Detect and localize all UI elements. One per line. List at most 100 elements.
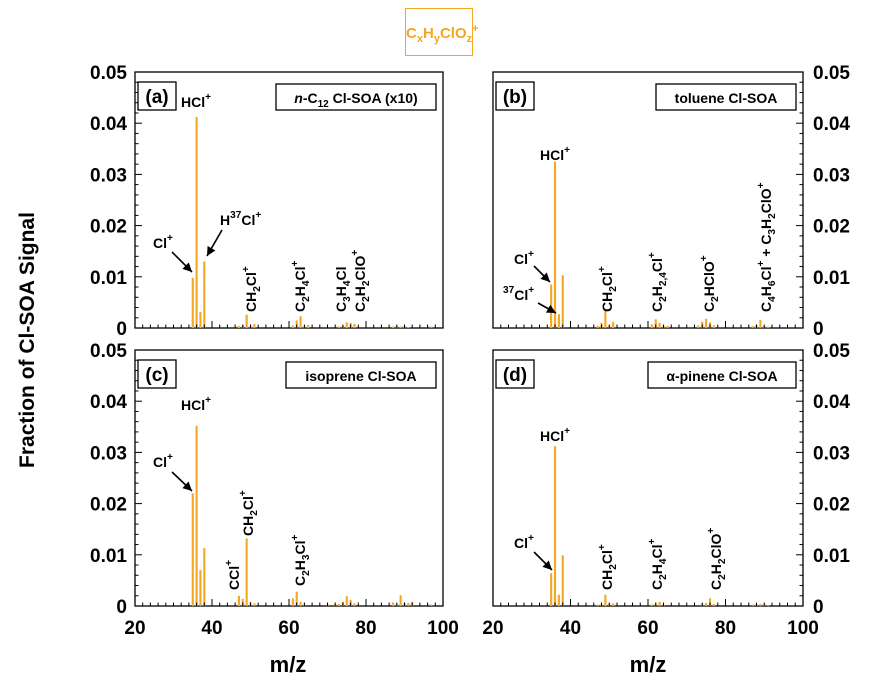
bar — [650, 604, 653, 606]
bar — [337, 603, 341, 606]
bar — [612, 321, 615, 328]
panel-letter: (b) — [503, 87, 527, 108]
peak-label: C2H4Cl+ — [647, 539, 669, 590]
arrow-head — [540, 272, 550, 282]
bar — [666, 325, 669, 328]
x-tick-label: 40 — [560, 618, 581, 639]
x-tick-label: 100 — [787, 618, 819, 639]
panel-letter-box — [495, 359, 535, 389]
bar — [553, 161, 557, 328]
bar — [203, 261, 206, 328]
peak-label: Cl+ — [514, 249, 534, 267]
bar — [759, 319, 762, 328]
bar — [705, 318, 708, 328]
bar — [557, 594, 560, 606]
y-axis-label: Fraction of Cl-SOA Signal — [16, 212, 39, 468]
bar — [407, 602, 410, 606]
peak-label: C2H2,4Cl+ — [647, 252, 669, 312]
peak-label: HCl+ — [181, 395, 211, 413]
legend-formula: CxHyClOz+ — [406, 23, 479, 45]
bar — [658, 601, 661, 606]
bar — [291, 598, 294, 606]
y-tick-label: 0.04 — [90, 392, 127, 413]
arrow-head — [182, 262, 192, 272]
peak-label: CH2Cl+ — [597, 266, 619, 312]
y-tick-label: 0.02 — [90, 495, 127, 516]
y-tick-label: 0 — [813, 597, 824, 618]
peak-label: C2H4Cl+ — [290, 261, 312, 312]
bar — [299, 316, 302, 328]
x-tick-label: 20 — [482, 618, 503, 639]
panel-2: 20 40 60 80 100 0 0.01 0.02 0.03 0.04 0.05 (c) isopr… — [90, 341, 459, 639]
y-tick-label: 0.05 — [90, 341, 127, 362]
bar — [751, 604, 754, 606]
x-tick-label: 80 — [715, 618, 736, 639]
x-tick-label: 40 — [201, 618, 222, 639]
x-tick-label: 80 — [355, 618, 376, 639]
bar — [596, 325, 599, 328]
y-tick-label: 0.04 — [90, 114, 127, 135]
y-tick-label: 0 — [813, 319, 824, 340]
y-tick-label: 0.04 — [813, 114, 850, 135]
arrow-head — [542, 560, 552, 570]
y-tick-label: 0.03 — [90, 165, 127, 186]
bar — [195, 117, 198, 328]
peak-label: Cl+ — [153, 452, 173, 470]
bar — [612, 603, 615, 606]
bar — [237, 325, 241, 328]
bar — [399, 595, 402, 606]
arrow-head — [207, 245, 216, 256]
peak-label: C2H3Cl+ — [290, 535, 312, 586]
bar — [767, 604, 770, 606]
bar — [345, 322, 348, 328]
peak-label: C2H2ClO+ — [706, 528, 728, 590]
bar — [751, 325, 754, 328]
panel-label-box — [285, 361, 437, 389]
y-tick-label: 0.02 — [813, 495, 850, 516]
y-tick-label: 0.05 — [813, 341, 850, 362]
y-tick-label: 0.03 — [813, 165, 850, 186]
peak-label: HCl+ — [181, 92, 211, 110]
peak-label: HCl+ — [540, 426, 570, 444]
x-tick-label: 20 — [124, 618, 145, 639]
bar — [658, 322, 661, 328]
bar — [553, 446, 557, 606]
peak-label: C3H4Cl — [333, 267, 353, 312]
y-tick-label: 0 — [116, 597, 127, 618]
bar — [295, 591, 298, 606]
bar — [203, 548, 206, 606]
peak-label: 37Cl+ — [503, 285, 534, 303]
y-tick-label: 0 — [116, 319, 127, 340]
peak-label: C2HClO+ — [699, 255, 721, 312]
x-axis-label-left: m/z — [270, 652, 307, 677]
x-axis-label-right: m/z — [630, 652, 667, 677]
bar — [697, 325, 700, 328]
y-tick-label: 0.05 — [813, 63, 850, 84]
panel-label-box — [275, 83, 437, 111]
bar — [712, 603, 715, 606]
y-tick-label: 0.04 — [813, 392, 850, 413]
peak-label: Cl+ — [514, 533, 534, 551]
bar — [596, 604, 599, 606]
bar — [654, 319, 657, 328]
y-tick-label: 0.01 — [90, 268, 127, 289]
bar — [241, 598, 244, 606]
x-tick-label: 100 — [427, 618, 459, 639]
peak-label: Cl+ — [153, 233, 173, 251]
y-tick-label: 0.05 — [90, 63, 127, 84]
panel-label: isoprene Cl-SOA — [305, 368, 416, 384]
bar — [345, 596, 348, 606]
bar — [767, 326, 770, 328]
bar — [407, 326, 410, 328]
y-tick-label: 0.01 — [813, 268, 850, 289]
panel-label-box — [647, 361, 797, 389]
panel-letter: (c) — [145, 365, 168, 386]
panel-label: α-pinene Cl-SOA — [666, 368, 777, 384]
bar — [337, 326, 341, 328]
arrow-head — [545, 304, 556, 313]
peak-label: CH2Cl+ — [238, 490, 260, 536]
bar — [253, 323, 256, 328]
panel-1: 0 0.01 0.02 0.03 0.04 0.05 (b) toluene Cl-SOA — [492, 63, 850, 340]
bar — [295, 320, 298, 328]
